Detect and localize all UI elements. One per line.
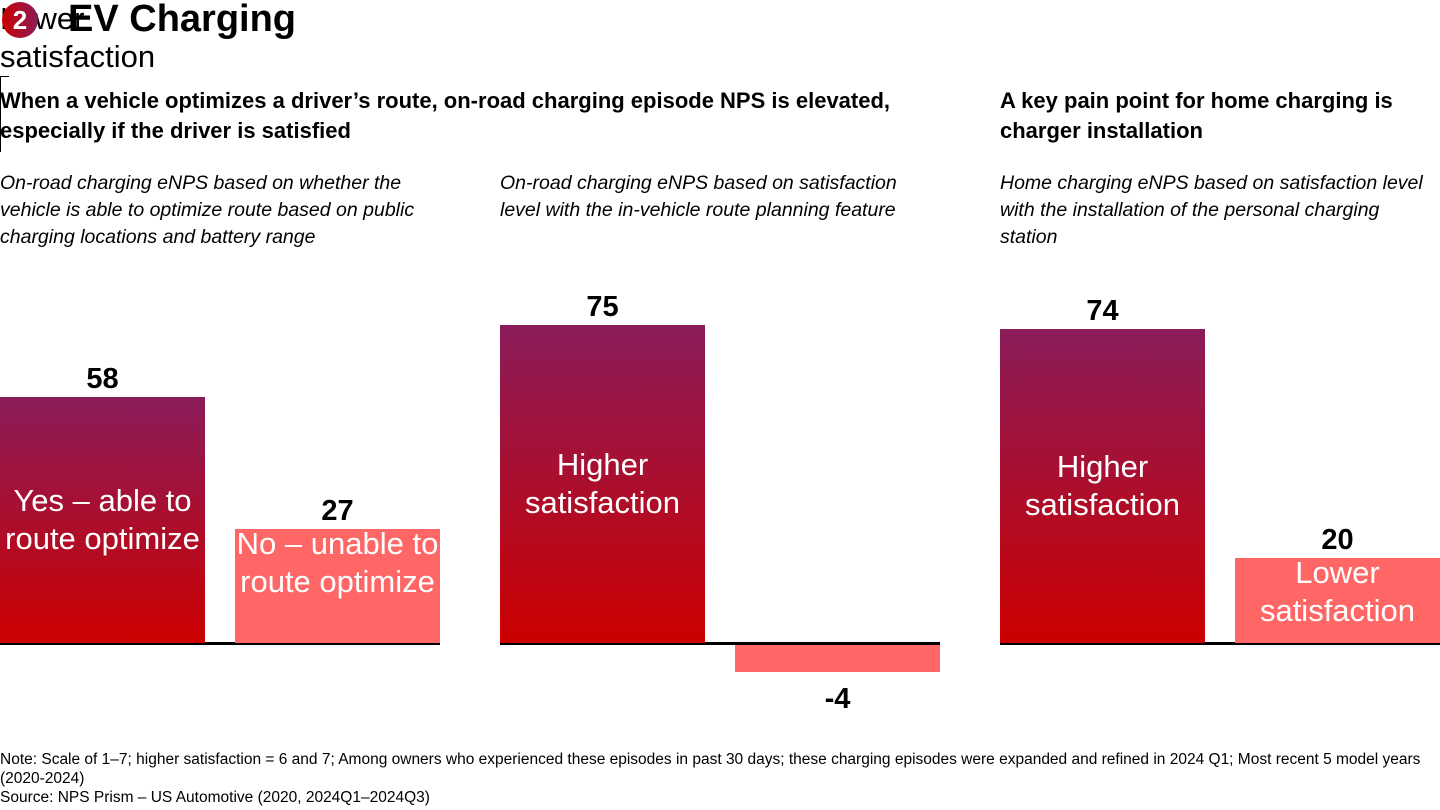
bar-2-2 [735, 645, 940, 672]
page-title: EV Charging [68, 0, 297, 40]
value-label: 20 [1321, 524, 1354, 557]
chart-2-baseline [500, 642, 940, 645]
section-heading-home: A key pain point for home charging is ch… [1000, 88, 1393, 143]
category-label: Yes – able to route optimize [5, 483, 200, 557]
footnote-source: Source: NPS Prism – US Automotive (2020,… [0, 789, 430, 806]
bar-1-2: No – unable to route optimize [235, 526, 440, 643]
section-heading-route: When a vehicle optimizes a driver’s rout… [0, 88, 891, 143]
value-label: -4 [824, 683, 851, 715]
value-label: 75 [586, 291, 619, 323]
value-label: 58 [86, 363, 119, 396]
chart-2-subtitle: On-road charging eNPS based on satisfact… [500, 172, 897, 221]
chart-1-baseline [0, 642, 440, 645]
bar-3-1: Higher satisfaction [1000, 329, 1205, 643]
footnote: Note: Scale of 1–7; higher satisfaction … [0, 750, 1440, 807]
section-number-badge: 2 [2, 2, 38, 38]
bar-1-1: Yes – able to route optimize [0, 397, 205, 643]
value-label: 27 [321, 494, 354, 527]
category-label: No – unable to route optimize [236, 525, 439, 599]
category-label: Higher satisfaction [524, 447, 681, 520]
chart-1-subtitle: On-road charging eNPS based on whether t… [0, 172, 415, 248]
bar-3-2: Lower satisfaction [1235, 555, 1440, 643]
bar-2-1: Higher satisfaction [500, 325, 705, 643]
value-label: 74 [1086, 295, 1119, 328]
label-leader-line [0, 76, 9, 152]
category-label: Higher satisfaction [1024, 449, 1181, 523]
chart-3-subtitle: Home charging eNPS based on satisfaction… [1000, 172, 1423, 248]
category-label: Lower satisfaction [1259, 555, 1416, 629]
footnote-note: Note: Scale of 1–7; higher satisfaction … [0, 751, 1421, 787]
chart-3-baseline [1000, 642, 1440, 645]
